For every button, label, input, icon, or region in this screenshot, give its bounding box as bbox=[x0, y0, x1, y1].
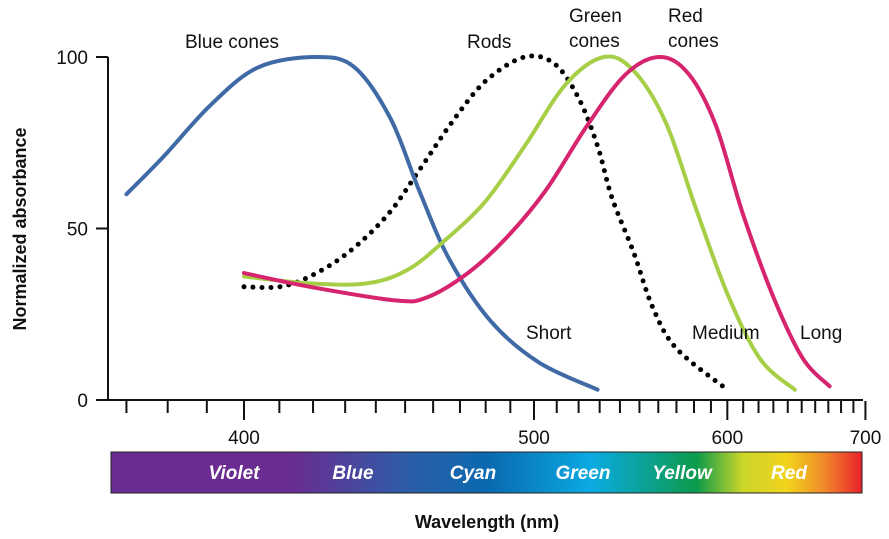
band-green: Green bbox=[556, 463, 611, 484]
label-rods: Rods bbox=[467, 32, 511, 53]
label-red-line1: Red bbox=[668, 6, 703, 27]
label-short: Short bbox=[526, 323, 572, 344]
label-red-line2: cones bbox=[668, 31, 719, 52]
curve-red-cones bbox=[242, 54, 832, 389]
band-yellow: Yellow bbox=[652, 463, 713, 484]
x-tick-label: 700 bbox=[850, 428, 882, 449]
label-medium: Medium bbox=[692, 323, 760, 344]
band-violet: Violet bbox=[208, 463, 260, 484]
label-long: Long bbox=[800, 323, 842, 344]
curve-rods bbox=[241, 53, 730, 393]
x-tick-label: 500 bbox=[518, 428, 550, 449]
curves bbox=[124, 53, 832, 393]
x-tick-label: 400 bbox=[228, 428, 260, 449]
y-tick-label: 0 bbox=[77, 391, 88, 412]
band-cyan: Cyan bbox=[450, 463, 496, 484]
y-axis-label: Normalized absorbance bbox=[10, 127, 30, 330]
spectrum-gradient bbox=[110, 451, 863, 494]
x-tick-label: 600 bbox=[711, 428, 743, 449]
label-green-line1: Green bbox=[569, 6, 622, 27]
label-green-line2: cones bbox=[569, 31, 620, 52]
y-tick-label: 50 bbox=[67, 220, 88, 241]
band-blue: Blue bbox=[332, 463, 374, 484]
band-red: Red bbox=[771, 463, 807, 484]
label-blue-cones: Blue cones bbox=[185, 32, 279, 53]
curve-blue-cones bbox=[124, 54, 600, 392]
curve-green-cones bbox=[242, 54, 797, 392]
x-ticks: 400 500 600 700 bbox=[125, 401, 882, 449]
spectrum-bar: Violet Blue Cyan Green Yellow Red bbox=[110, 451, 863, 494]
y-ticks: 0 50 100 bbox=[56, 48, 108, 412]
y-tick-label: 100 bbox=[56, 48, 88, 69]
x-axis-label: Wavelength (nm) bbox=[415, 512, 559, 532]
